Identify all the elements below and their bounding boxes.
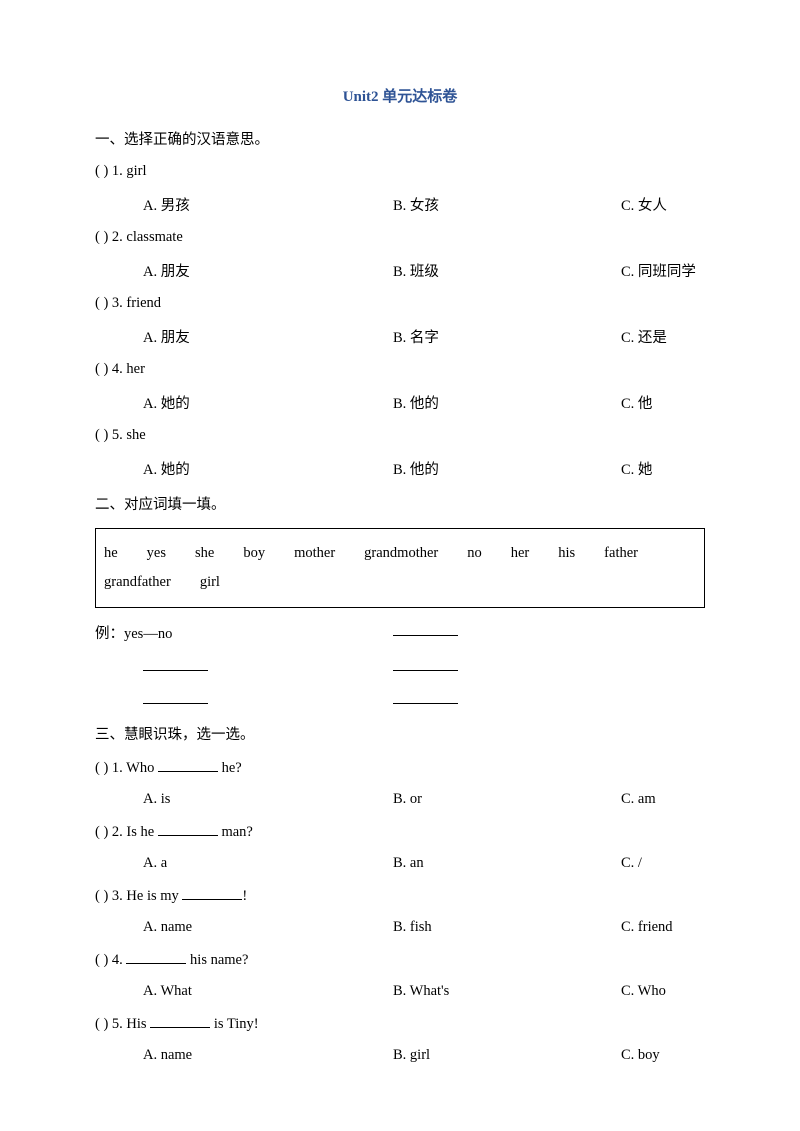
s3-q3-option-c[interactable]: C. friend: [621, 919, 705, 936]
section2-heading: 二、对应词填一填。: [95, 493, 705, 514]
example-text: 例：yes—no: [95, 622, 393, 643]
s3-q2-options: A. a B. an C. /: [95, 855, 705, 872]
blank-3[interactable]: [393, 657, 705, 676]
q3-option-a[interactable]: A. 朋友: [143, 326, 393, 347]
q3-option-c[interactable]: C. 还是: [621, 326, 705, 347]
q5-stem: ( ) 5. she: [95, 427, 705, 444]
s3-q4-stem: ( ) 4. his name?: [95, 950, 705, 969]
q1-options: A. 男孩 B. 女孩 C. 女人: [95, 194, 705, 215]
section1-heading: 一、选择正确的汉语意思。: [95, 128, 705, 149]
q4-stem: ( ) 4. her: [95, 361, 705, 378]
s3-q5-option-a[interactable]: A. name: [143, 1047, 393, 1064]
page-title: Unit2 单元达标卷: [95, 85, 705, 106]
s3-q3-post: !: [242, 888, 247, 904]
s3-q3-options: A. name B. fish C. friend: [95, 919, 705, 936]
s3-q1-pre: ( ) 1. Who: [95, 760, 158, 776]
blank-row-2: [95, 657, 705, 676]
s3-q5-pre: ( ) 5. His: [95, 1016, 150, 1032]
s3-q3-option-a[interactable]: A. name: [143, 919, 393, 936]
blank-1[interactable]: [393, 622, 705, 643]
q5-option-c[interactable]: C. 她: [621, 458, 705, 479]
blank-row-3: [95, 690, 705, 709]
s3-q2-option-c[interactable]: C. /: [621, 855, 705, 872]
s3-q3-blank[interactable]: [182, 886, 242, 900]
blank-5[interactable]: [393, 690, 705, 709]
q1-option-b[interactable]: B. 女孩: [393, 194, 621, 215]
s3-q3-option-b[interactable]: B. fish: [393, 919, 621, 936]
q5-option-a[interactable]: A. 她的: [143, 458, 393, 479]
q3-options: A. 朋友 B. 名字 C. 还是: [95, 326, 705, 347]
s3-q4-post: his name?: [186, 952, 248, 968]
s3-q2-option-a[interactable]: A. a: [143, 855, 393, 872]
q4-option-c[interactable]: C. 他: [621, 392, 705, 413]
blank-4[interactable]: [143, 690, 393, 709]
s3-q5-option-b[interactable]: B. girl: [393, 1047, 621, 1064]
q4-option-a[interactable]: A. 她的: [143, 392, 393, 413]
blank-2[interactable]: [143, 657, 393, 676]
s3-q2-stem: ( ) 2. Is he man?: [95, 822, 705, 841]
q2-options: A. 朋友 B. 班级 C. 同班同学: [95, 260, 705, 281]
q1-option-a[interactable]: A. 男孩: [143, 194, 393, 215]
q2-option-b[interactable]: B. 班级: [393, 260, 621, 281]
q5-option-b[interactable]: B. 他的: [393, 458, 621, 479]
s3-q4-pre: ( ) 4.: [95, 952, 126, 968]
q3-option-b[interactable]: B. 名字: [393, 326, 621, 347]
s3-q5-stem: ( ) 5. His is Tiny!: [95, 1014, 705, 1033]
q4-option-b[interactable]: B. 他的: [393, 392, 621, 413]
s3-q4-option-c[interactable]: C. Who: [621, 983, 705, 1000]
s3-q1-stem: ( ) 1. Who he?: [95, 758, 705, 777]
s3-q1-options: A. is B. or C. am: [95, 791, 705, 808]
q2-stem: ( ) 2. classmate: [95, 229, 705, 246]
s3-q5-post: is Tiny!: [210, 1016, 258, 1032]
s3-q3-pre: ( ) 3. He is my: [95, 888, 182, 904]
s3-q1-option-c[interactable]: C. am: [621, 791, 705, 808]
q1-option-c[interactable]: C. 女人: [621, 194, 705, 215]
s3-q5-options: A. name B. girl C. boy: [95, 1047, 705, 1064]
s3-q1-post: he?: [218, 760, 242, 776]
s3-q4-options: A. What B. What's C. Who: [95, 983, 705, 1000]
s3-q5-option-c[interactable]: C. boy: [621, 1047, 705, 1064]
q2-option-c[interactable]: C. 同班同学: [621, 260, 705, 281]
s3-q1-option-a[interactable]: A. is: [143, 791, 393, 808]
s3-q2-post: man?: [218, 824, 253, 840]
q4-options: A. 她的 B. 他的 C. 他: [95, 392, 705, 413]
word-box-content: he yes she boy mother grandmother no her…: [104, 545, 667, 590]
s3-q5-blank[interactable]: [150, 1014, 210, 1028]
s3-q4-option-b[interactable]: B. What's: [393, 983, 621, 1000]
s3-q1-blank[interactable]: [158, 758, 218, 772]
s3-q4-option-a[interactable]: A. What: [143, 983, 393, 1000]
word-box: he yes she boy mother grandmother no her…: [95, 528, 705, 608]
s3-q3-stem: ( ) 3. He is my !: [95, 886, 705, 905]
s3-q4-blank[interactable]: [126, 950, 186, 964]
s3-q2-pre: ( ) 2. Is he: [95, 824, 158, 840]
example-row: 例：yes—no: [95, 622, 705, 643]
q1-stem: ( ) 1. girl: [95, 163, 705, 180]
s3-q2-blank[interactable]: [158, 822, 218, 836]
q5-options: A. 她的 B. 他的 C. 她: [95, 458, 705, 479]
q2-option-a[interactable]: A. 朋友: [143, 260, 393, 281]
section3-heading: 三、慧眼识珠，选一选。: [95, 723, 705, 744]
s3-q2-option-b[interactable]: B. an: [393, 855, 621, 872]
s3-q1-option-b[interactable]: B. or: [393, 791, 621, 808]
q3-stem: ( ) 3. friend: [95, 295, 705, 312]
